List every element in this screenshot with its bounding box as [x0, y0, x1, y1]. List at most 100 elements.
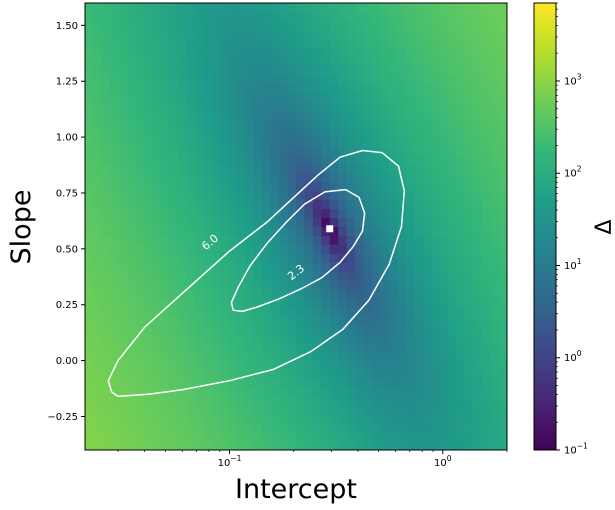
heatmap-cell: [236, 369, 246, 380]
heatmap-cell: [85, 280, 95, 290]
heatmap-cell: [287, 154, 297, 165]
heatmap-cell: [405, 387, 415, 397]
heatmap-cell: [338, 11, 348, 22]
heatmap-cell: [127, 315, 137, 326]
heatmap-cell: [152, 83, 162, 93]
heatmap-cell: [101, 280, 111, 290]
heatmap-cell: [431, 271, 441, 281]
heatmap-cell: [253, 217, 263, 228]
heatmap-cell: [253, 324, 263, 335]
heatmap-cell: [93, 101, 103, 111]
heatmap-cell: [118, 253, 128, 263]
heatmap-cell: [397, 163, 407, 174]
heatmap-cell: [110, 137, 120, 147]
heatmap-cell: [169, 20, 179, 31]
heatmap-cell: [405, 253, 415, 263]
heatmap-cell: [439, 190, 449, 201]
heatmap-cell: [160, 110, 170, 120]
heatmap-cell: [456, 298, 466, 308]
heatmap-cell: [338, 199, 348, 210]
heatmap-cell: [304, 262, 314, 272]
heatmap-cell: [490, 38, 500, 49]
heatmap-cell: [490, 119, 500, 129]
heatmap-cell: [93, 74, 103, 85]
heatmap-cell: [203, 181, 213, 192]
x-tick-label: 100: [434, 454, 452, 469]
heatmap-cell: [439, 235, 449, 245]
heatmap-cell: [464, 83, 474, 93]
x-axis-label: Intercept: [235, 474, 357, 505]
heatmap-cell: [211, 298, 221, 308]
heatmap-cell: [203, 217, 213, 228]
heatmap-cell: [422, 190, 432, 201]
heatmap-cell: [363, 20, 373, 31]
heatmap-cell: [321, 217, 331, 228]
heatmap-cell: [203, 47, 213, 58]
heatmap-cell: [253, 306, 263, 317]
heatmap-cell: [93, 47, 103, 58]
heatmap-cell: [371, 298, 381, 308]
heatmap-cell: [144, 181, 154, 192]
heatmap-cell: [447, 172, 457, 183]
heatmap-cell: [152, 199, 162, 210]
heatmap-cell: [329, 83, 339, 93]
heatmap-cell: [85, 56, 95, 67]
heatmap-cell: [464, 110, 474, 120]
heatmap-cell: [127, 110, 137, 120]
heatmap-cell: [211, 65, 221, 76]
heatmap-cell: [118, 92, 128, 102]
heatmap-cell: [93, 119, 103, 129]
heatmap-cell: [371, 405, 381, 415]
heatmap-cell: [312, 405, 322, 415]
colorbar-tick-label: 103: [564, 72, 582, 87]
heatmap-cell: [414, 208, 424, 219]
heatmap-cell: [312, 208, 322, 219]
heatmap-cell: [473, 208, 483, 219]
heatmap-cell: [262, 92, 272, 102]
heatmap-cell: [135, 306, 145, 317]
heatmap-cell: [270, 432, 280, 442]
heatmap-cell: [304, 253, 314, 263]
heatmap-cell: [304, 56, 314, 67]
heatmap-cell: [228, 208, 238, 219]
heatmap-cell: [228, 199, 238, 210]
heatmap-cell: [135, 3, 145, 13]
heatmap-cell: [498, 324, 507, 335]
heatmap-cell: [93, 146, 103, 156]
heatmap-cell: [388, 154, 398, 165]
heatmap-cell: [405, 11, 415, 22]
heatmap-cell: [236, 74, 246, 85]
heatmap-cell: [422, 244, 432, 254]
heatmap-cell: [481, 423, 491, 433]
heatmap-cell: [329, 423, 339, 433]
heatmap-cell: [447, 441, 457, 450]
heatmap-cell: [397, 20, 407, 31]
heatmap-cell: [127, 378, 137, 389]
heatmap-cell: [380, 262, 390, 272]
heatmap-cell: [456, 154, 466, 165]
heatmap-cell: [85, 217, 95, 228]
heatmap-cell: [338, 351, 348, 362]
heatmap-cell: [135, 351, 145, 362]
heatmap-cell: [160, 369, 170, 380]
heatmap-cell: [296, 253, 306, 263]
heatmap-cell: [85, 271, 95, 281]
heatmap-cell: [490, 208, 500, 219]
heatmap-cell: [262, 38, 272, 49]
heatmap-cell: [422, 432, 432, 442]
heatmap-cell: [338, 208, 348, 219]
heatmap-cell: [363, 128, 373, 138]
heatmap-cell: [127, 128, 137, 138]
heatmap-cell: [194, 289, 204, 299]
heatmap-cell: [220, 226, 230, 237]
heatmap-cell: [169, 3, 179, 13]
heatmap-cell: [371, 83, 381, 93]
heatmap-cell: [186, 190, 196, 201]
heatmap-cell: [211, 226, 221, 237]
heatmap-cell: [456, 101, 466, 111]
heatmap-cell: [447, 253, 457, 263]
heatmap-cell: [110, 405, 120, 415]
heatmap-cell: [135, 29, 145, 40]
heatmap-cell: [312, 11, 322, 22]
heatmap-cell: [363, 351, 373, 362]
